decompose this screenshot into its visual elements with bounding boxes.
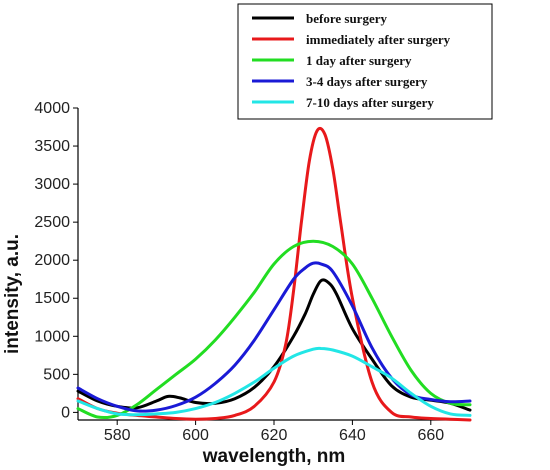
x-axis-ticks: 580 600 620 640 660 [104,420,444,444]
y-tick-label: 4000 [34,100,70,117]
series-line [76,278,472,412]
x-tick-label: 660 [417,427,444,444]
legend-label: 1 day after surgery [306,53,412,68]
legend-label: 3-4 days after surgery [306,74,428,89]
series-line [76,346,472,417]
y-tick-label: 500 [43,366,70,383]
y-axis-ticks: 0 500 1000 1500 2000 2500 3000 3500 4000 [34,100,78,421]
x-tick-label: 600 [182,427,209,444]
y-tick-label: 1500 [34,290,70,307]
x-tick-label: 640 [339,427,366,444]
y-axis-title: intensity, a.u. [2,234,23,354]
series-line [76,126,472,422]
series-line [76,261,472,413]
y-tick-label: 0 [61,404,70,421]
legend-label: immediately after surgery [306,32,451,47]
legend-label: before surgery [306,11,387,26]
legend: before surgery immediately after surgery 1… [237,3,493,120]
y-tick-label: 3500 [34,138,70,155]
y-tick-label: 2500 [34,214,70,231]
y-tick-label: 1000 [34,328,70,345]
x-tick-label: 580 [104,427,131,444]
y-tick-label: 3000 [34,176,70,193]
series-lines [76,126,472,422]
y-tick-label: 2000 [34,252,70,269]
legend-label: 7-10 days after surgery [306,95,434,110]
plot-area: 580 600 620 640 660 0 500 1000 1500 2000 2500 3000… [34,100,472,444]
series-line [76,239,472,420]
x-axis-title: wavelength, nm [202,446,346,467]
x-tick-label: 620 [261,427,288,444]
